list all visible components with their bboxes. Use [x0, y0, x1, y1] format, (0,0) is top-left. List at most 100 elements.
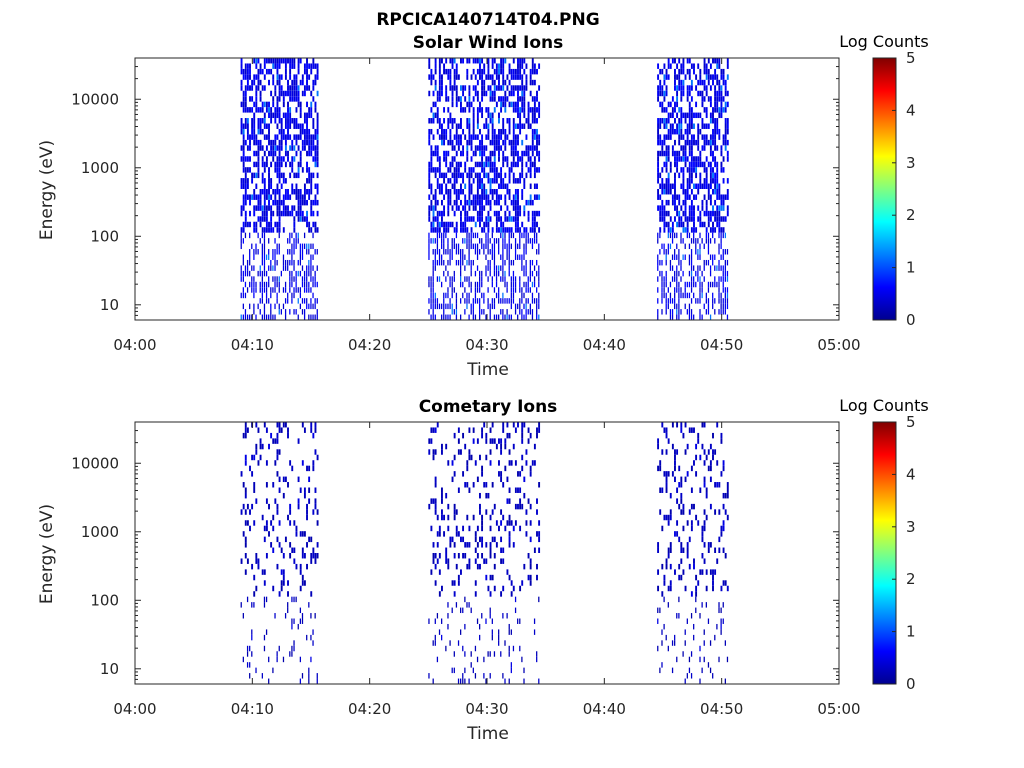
spectrogram-cell [659, 465, 662, 472]
spectrogram-cell [712, 221, 714, 228]
spectrogram-cell [474, 74, 477, 80]
spectrogram-cell [688, 243, 691, 250]
spectrogram-cell [525, 287, 527, 293]
spectrogram-cell [479, 563, 481, 570]
spectrogram-cell [246, 270, 249, 277]
spectrogram-cell [470, 227, 473, 233]
spectrogram-cell [500, 107, 503, 113]
spectrogram-cell [491, 123, 494, 129]
spectrogram-cell [688, 656, 691, 663]
spectrogram-cell [464, 161, 467, 168]
spectrogram-cell [517, 101, 519, 108]
spectrogram-cell [479, 74, 481, 80]
spectrogram-cell [703, 145, 706, 151]
spectrogram-cell [508, 216, 511, 222]
spectrogram-cell [460, 221, 462, 228]
spectrogram-cell [251, 118, 254, 124]
spectrogram-cell [667, 298, 669, 304]
spectrogram-cell [724, 79, 727, 86]
spectrogram-cell [533, 547, 536, 553]
spectrogram-cell [449, 536, 452, 543]
spectrogram-cell [263, 580, 266, 586]
spectrogram-cell [312, 629, 314, 635]
spectrogram-cell [299, 79, 302, 86]
spectrogram-cell [495, 167, 498, 173]
spectrogram-cell [510, 227, 513, 233]
spectrogram-cell [434, 640, 436, 646]
spectrogram-cell [306, 189, 308, 195]
spectrogram-cell [678, 465, 681, 472]
spectrogram-cell [500, 558, 503, 564]
spectrogram-cell [466, 460, 469, 466]
spectrogram-cell [519, 68, 522, 75]
spectrogram-cell [674, 270, 676, 277]
spectrogram-cell [310, 287, 312, 293]
spectrogram-cell [445, 161, 448, 168]
spectrogram-cell [455, 259, 458, 266]
spectrogram-cell [693, 281, 695, 288]
spectrogram-cell [680, 96, 683, 102]
spectrogram-cell [498, 85, 500, 91]
spectrogram-cell [703, 509, 706, 515]
spectrogram-cell [301, 243, 304, 250]
spectrogram-cell [436, 558, 439, 564]
spectrogram-cell [441, 232, 443, 239]
spectrogram-cell [682, 112, 685, 119]
spectrogram-cell [255, 667, 257, 674]
spectrogram-cell [293, 90, 296, 97]
spectrogram-cell [495, 199, 498, 206]
spectrogram-cell [682, 254, 684, 260]
spectrogram-cell [659, 667, 661, 674]
spectrogram-cell [508, 314, 510, 320]
spectrogram-cell [436, 613, 439, 619]
spectrogram-cell [665, 558, 668, 564]
spectrogram-cell [276, 167, 279, 173]
spectrogram-cell [663, 123, 666, 129]
spectrogram-cell [493, 96, 496, 102]
spectrogram-cell [500, 183, 503, 189]
spectrogram-cell [287, 79, 289, 86]
spectrogram-cell [449, 74, 452, 80]
spectrogram-cell [306, 298, 308, 304]
spectrogram-cell [249, 194, 251, 200]
spectrogram-cell [306, 216, 308, 222]
spectrogram-cell [287, 58, 289, 64]
spectrogram-cell [684, 243, 686, 250]
spectrogram-cell [665, 68, 668, 75]
spectrogram-cell [665, 309, 667, 315]
spectrogram-cell [455, 531, 458, 537]
spectrogram-cell [525, 199, 528, 206]
spectrogram-cell [242, 287, 244, 293]
spectrogram-cell [276, 63, 279, 69]
spectrogram-cell [502, 547, 505, 553]
spectrogram-cell [253, 194, 256, 200]
spectrogram-cell [474, 232, 477, 239]
spectrogram-cell [268, 172, 270, 179]
spectrogram-cell [536, 509, 538, 515]
spectrogram-cell [688, 139, 691, 146]
spectrogram-cell [525, 303, 527, 310]
spectrogram-cell [521, 58, 524, 64]
spectrogram-cell [464, 298, 466, 304]
spectrogram-cell [491, 629, 493, 635]
spectrogram-cell [453, 503, 456, 510]
spectrogram-cell [707, 221, 710, 228]
colorbar [872, 57, 897, 321]
spectrogram-cell [481, 96, 484, 102]
spectrogram-cell [491, 194, 494, 200]
spectrogram-cell [686, 281, 688, 288]
spectrogram-cell [470, 145, 473, 151]
spectrogram-cell [276, 221, 279, 228]
spectrogram-cell [676, 123, 679, 129]
spectrogram-cell [514, 221, 517, 228]
spectrogram-cell [663, 150, 666, 157]
spectrogram-cell [274, 265, 276, 271]
spectrogram-cell [259, 438, 262, 444]
spectrogram-cell [466, 150, 469, 157]
spectrogram-cell [242, 101, 245, 108]
spectrogram-cell [441, 449, 443, 455]
spectrogram-cell [249, 303, 251, 310]
spectrogram-cell [276, 656, 278, 663]
spectrogram-cell [493, 303, 496, 310]
spectrogram-cell [295, 270, 297, 277]
